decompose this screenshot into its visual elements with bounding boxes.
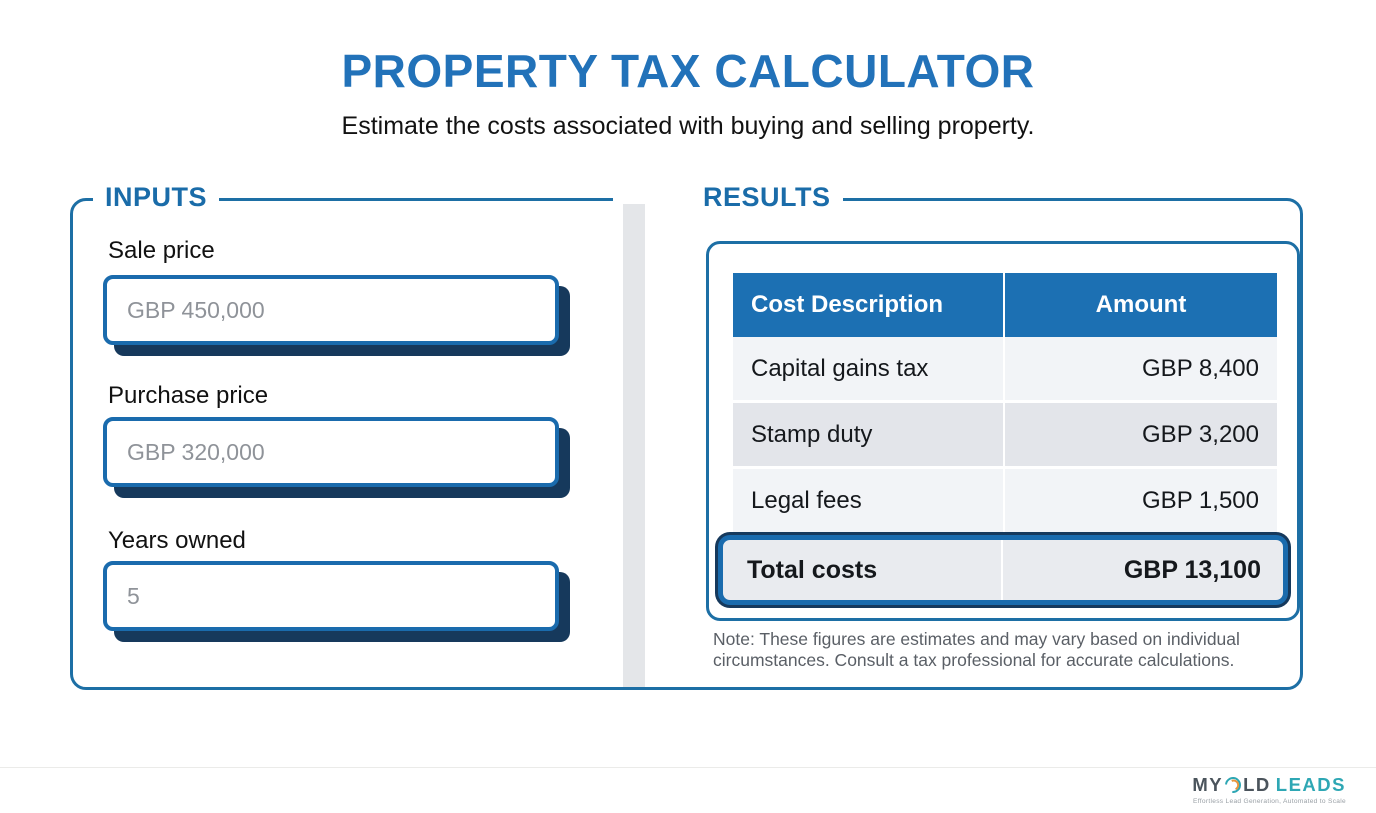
amount-cell: GBP 1,500	[1142, 486, 1259, 514]
page-title: PROPERTY TAX CALCULATOR	[341, 45, 1035, 97]
cost-table: Cost Description Amount Capital gains ta…	[733, 273, 1277, 535]
total-costs-amount: GBP 13,100	[1123, 555, 1261, 584]
years-owned-label: Years owned	[108, 527, 246, 554]
results-note: Note: These figures are estimates and ma…	[713, 629, 1240, 671]
sale-price-input[interactable]	[103, 275, 559, 345]
table-row: Legal fees GBP 1,500	[733, 469, 1277, 535]
calculator-panel: INPUTS RESULTS Sale price Purchase price…	[70, 182, 1303, 690]
results-section-legend: RESULTS	[691, 182, 843, 213]
brand-logo: MY LD LEADS Effortless Lead Generation, …	[1192, 773, 1346, 805]
footer-divider	[0, 767, 1376, 768]
brand-tagline: Effortless Lead Generation, Automated to…	[1193, 798, 1346, 805]
sale-price-label: Sale price	[108, 237, 215, 264]
table-row: Stamp duty GBP 3,200	[733, 403, 1277, 469]
table-header-row: Cost Description Amount	[733, 273, 1277, 337]
total-costs-label: Total costs	[723, 540, 1003, 600]
column-header-amount: Amount	[1095, 291, 1187, 318]
years-owned-input[interactable]	[103, 561, 559, 631]
brand-logo-wordmark: MY LD LEADS	[1192, 773, 1346, 797]
logo-text-my: MY	[1192, 774, 1224, 795]
section-divider	[623, 204, 645, 687]
purchase-price-input[interactable]	[103, 417, 559, 487]
cold-ring-icon	[1221, 773, 1245, 797]
page-subtitle: Estimate the costs associated with buyin…	[341, 112, 1035, 140]
inputs-section-legend: INPUTS	[93, 182, 220, 213]
total-costs-row: Total costs GBP 13,100	[718, 535, 1288, 605]
cost-description-cell: Capital gains tax	[733, 337, 1005, 400]
column-header-cost-description: Cost Description	[733, 273, 1005, 337]
purchase-price-label: Purchase price	[108, 382, 269, 409]
amount-cell: GBP 8,400	[1142, 354, 1259, 382]
amount-cell: GBP 3,200	[1142, 420, 1259, 448]
results-card: Cost Description Amount Capital gains ta…	[706, 241, 1300, 621]
table-row: Capital gains tax GBP 8,400	[733, 337, 1277, 403]
logo-text-ld: LD	[1243, 774, 1271, 795]
cost-description-cell: Legal fees	[733, 469, 1005, 532]
cost-description-cell: Stamp duty	[733, 403, 1005, 466]
logo-text-leads: LEADS	[1275, 774, 1346, 795]
